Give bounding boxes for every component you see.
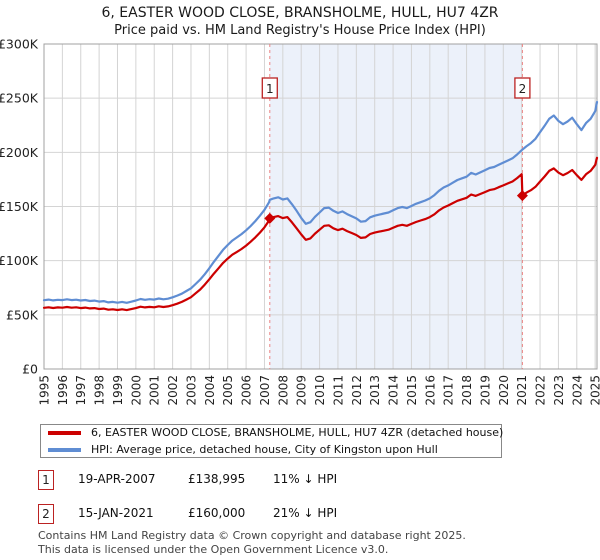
x-axis-tick-label: 2013: [368, 375, 382, 406]
sale-2-chart-label-box: [514, 77, 531, 99]
legend: 6, EASTER WOOD CLOSE, BRANSHOLME, HULL, …: [40, 424, 504, 458]
x-axis-tick-label: 2023: [552, 375, 566, 406]
x-axis-tick-label: 2012: [350, 375, 364, 406]
legend-label-hpi: HPI: Average price, detached house, City…: [91, 443, 438, 456]
x-axis-tick-label: 1998: [93, 375, 107, 406]
sale-1-number-box: 1: [38, 470, 54, 490]
x-axis-tick-label: 2001: [148, 375, 162, 406]
sale-1-chart-label-box: [261, 77, 278, 99]
legend-item-hpi: HPI: Average price, detached house, City…: [41, 443, 501, 457]
sale-1-price: £138,995: [188, 472, 246, 486]
sale-1-hpi-comparison: 11% ↓ HPI: [273, 472, 338, 486]
y-axis-tick-label: £250K: [0, 91, 39, 106]
sale-2-number-box: 2: [38, 504, 54, 524]
x-axis-tick-label: 2025: [589, 375, 600, 406]
attribution-footer: Contains HM Land Registry data © Crown c…: [38, 529, 466, 557]
attribution-line-1: Contains HM Land Registry data © Crown c…: [38, 529, 466, 542]
property-line: [42, 156, 599, 312]
x-axis-tick-label: 2024: [570, 375, 584, 406]
price-chart: 1 2 £0 £50K £100K £150K £200K £250K £300K 1995 199…: [0, 37, 600, 406]
y-axis-tick-label: £100K: [0, 253, 39, 268]
x-axis-tick-label: 2009: [295, 375, 309, 406]
legend-item-property: 6, EASTER WOOD CLOSE, BRANSHOLME, HULL, …: [41, 426, 504, 440]
y-axis-tick-label: £50K: [6, 307, 39, 322]
x-axis-tick-label: 2010: [313, 375, 327, 406]
x-axis-tick-label: 2022: [534, 375, 548, 406]
x-axis-tick-label: 2017: [442, 375, 456, 406]
sale-annotation-row-1: 1 19-APR-2007 £138,995 11% ↓ HPI: [38, 470, 598, 491]
chart-title: 6, EASTER WOOD CLOSE, BRANSHOLME, HULL, …: [101, 5, 499, 21]
property-line-swatch: [48, 430, 81, 435]
hpi-line: [42, 100, 599, 304]
x-axis-tick-label: 2004: [203, 375, 217, 406]
plot-border: [43, 43, 598, 370]
x-axis-tick-label: 2020: [497, 375, 511, 406]
x-axis-tick-label: 2016: [423, 375, 437, 406]
y-axis-tick-label: £300K: [0, 37, 39, 52]
hpi-line-swatch: [48, 447, 81, 452]
x-axis-tick-label: 2003: [184, 375, 198, 406]
attribution-line-2: This data is licensed under the Open Gov…: [38, 542, 389, 556]
sale-2-date: 15-JAN-2021: [78, 506, 154, 520]
x-axis-tick-label: 2008: [276, 375, 290, 406]
x-axis-tick-label: 2011: [331, 375, 345, 406]
x-axis-tick-label: 1995: [38, 375, 52, 406]
sale-2-chart-label: 2: [519, 82, 527, 96]
y-axis-tick-label: £0: [22, 362, 38, 377]
x-axis-tick-label: 2015: [405, 375, 419, 406]
sale-1-date: 19-APR-2007: [78, 472, 156, 486]
sale-2-marker: [516, 190, 528, 202]
sale-1-marker: [264, 212, 276, 224]
x-axis-tick-label: 2007: [258, 375, 272, 406]
y-axis-tick-label: £200K: [0, 145, 39, 160]
y-axis-tick-label: £150K: [0, 199, 39, 214]
x-axis-tick-label: 2018: [460, 375, 474, 406]
sale-2-hpi-comparison: 21% ↓ HPI: [273, 506, 338, 520]
x-axis-tick-label: 2014: [387, 375, 401, 406]
x-axis-tick-label: 2006: [240, 375, 254, 406]
x-axis-tick-label: 2000: [129, 375, 143, 406]
sale-1-chart-label: 1: [266, 82, 274, 96]
x-axis-tick-label: 2002: [166, 375, 180, 406]
x-axis-tick-label: 2019: [478, 375, 492, 406]
x-axis-tick-label: 1997: [74, 375, 88, 406]
x-axis-tick-label: 1996: [56, 375, 70, 406]
x-axis-tick-label: 2005: [221, 375, 235, 406]
x-axis-tick-label: 1999: [111, 375, 125, 406]
sale-2-price: £160,000: [188, 506, 246, 520]
sale-annotation-row-2: 2 15-JAN-2021 £160,000 21% ↓ HPI: [38, 504, 598, 525]
legend-label-property: 6, EASTER WOOD CLOSE, BRANSHOLME, HULL, …: [91, 426, 504, 439]
x-axis-tick-label: 2021: [515, 375, 529, 406]
chart-subtitle: Price paid vs. HM Land Registry's House …: [114, 23, 486, 38]
